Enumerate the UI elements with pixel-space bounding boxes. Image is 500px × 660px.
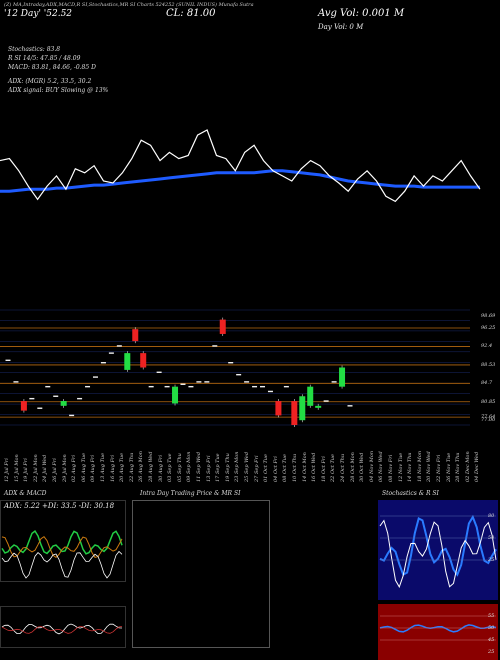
candle-flat xyxy=(116,345,122,347)
header-prev-value: '12 Day' '52.52 xyxy=(4,9,73,19)
intraday-panel-title: Intra Day Trading Price & MR SI xyxy=(140,490,241,497)
y-tick-label: 77.00 xyxy=(481,417,496,424)
candle-flat xyxy=(212,345,218,347)
candle-flat xyxy=(260,385,266,388)
candle-flat xyxy=(228,362,234,364)
minus-di-line xyxy=(1,536,123,559)
candle-flat xyxy=(188,385,194,388)
candle-flat xyxy=(283,385,289,388)
macd-readout: MACD: 83.81, 84.66, -0.85 D xyxy=(8,64,96,71)
candle-up xyxy=(307,386,314,406)
candle-flat xyxy=(108,352,114,354)
y-tick-label: 98.69 xyxy=(481,313,496,320)
stoch-tick-label: 80 xyxy=(488,513,495,519)
candle-flat xyxy=(37,407,43,409)
candle-down xyxy=(132,329,139,342)
rsi-panel xyxy=(378,604,498,660)
candle-flat xyxy=(267,390,273,393)
candle-flat xyxy=(45,385,51,388)
header-avg-volume: Avg Vol: 0.001 M xyxy=(318,8,405,19)
candle-flat xyxy=(180,383,186,385)
candle-flat xyxy=(252,385,258,388)
ma-series-line xyxy=(0,169,480,193)
rsi-tick-label: 50 xyxy=(488,625,495,631)
candle-flat xyxy=(29,397,35,400)
y-tick-label: 88.53 xyxy=(481,361,496,368)
candle-down xyxy=(140,353,147,368)
candle-flat xyxy=(77,397,83,400)
candle-flat xyxy=(331,381,337,383)
candle-flat xyxy=(323,400,329,402)
adx-line xyxy=(1,550,123,579)
candle-flat xyxy=(204,381,210,383)
rsi-tick-label: 55 xyxy=(488,613,495,619)
header-close-value: CL: 81.00 xyxy=(166,8,216,19)
adx-panel-readout: ADX: 5.22 +DI: 33.5 -DI: 30.18 xyxy=(4,502,115,510)
candle-flat xyxy=(69,414,75,417)
candle-flat xyxy=(236,373,242,376)
adx-panel-title: ADX & MACD xyxy=(4,490,47,497)
candle-up xyxy=(124,353,131,370)
candle-flat xyxy=(92,376,98,378)
intraday-mrsi-panel xyxy=(132,500,270,648)
adx-signal-readout: ADX signal: BUY Slowing @ 13% xyxy=(8,87,109,94)
candle-flat xyxy=(13,381,19,383)
adx-panel xyxy=(0,500,126,582)
candle-flat xyxy=(196,381,202,383)
y-tick-label: 84.7 xyxy=(481,380,493,387)
header-indicators-line: (Z) MA,Intraday,ADX,MACD,R SI,Stochastic… xyxy=(4,2,254,8)
macd-panel xyxy=(0,606,126,648)
stoch-panel-title: Stochastics & R SI xyxy=(382,490,439,497)
y-tick-label: 96.25 xyxy=(481,324,496,331)
candle-flat xyxy=(347,405,353,407)
price-series-line xyxy=(0,129,481,203)
candle-up xyxy=(315,405,322,408)
candle-down xyxy=(219,319,226,334)
stoch-tick-label: 25 xyxy=(488,557,495,563)
candle-up xyxy=(60,401,67,406)
stoch-k-line xyxy=(379,514,497,577)
candle-flat xyxy=(156,371,162,373)
stochastics-readout: Stochastics: 83.8 xyxy=(8,46,61,53)
y-tick-label: 92.4 xyxy=(481,343,493,350)
rsi-readout: R SI 14/5: 47.85 / 48.09 xyxy=(8,55,81,62)
macd-signal-line xyxy=(1,625,123,634)
rsi-tick-label: 45 xyxy=(488,637,495,643)
candle-up xyxy=(299,396,306,421)
candle-flat xyxy=(100,362,106,364)
candle-flat xyxy=(53,395,59,397)
candle-flat xyxy=(148,385,154,388)
y-tick-label: 77.64 xyxy=(481,414,496,421)
candle-up xyxy=(339,367,346,387)
y-tick-label: 80.85 xyxy=(481,398,496,405)
stoch-d-line xyxy=(379,519,497,589)
rsi-line xyxy=(379,624,497,633)
rsi-tick-label: 25 xyxy=(488,649,495,655)
candle-down xyxy=(275,401,282,416)
candle-up xyxy=(172,386,179,404)
header-day-volume: Day Vol: 0 M xyxy=(318,23,364,31)
adx-readout: ADX: (MGR) 5.2, 33.5, 30.2 xyxy=(8,78,92,85)
candle-flat xyxy=(164,385,170,388)
candle-down xyxy=(291,401,298,425)
candle-flat xyxy=(244,381,250,383)
stoch-tick-label: 50 xyxy=(488,535,495,541)
macd-line xyxy=(1,623,123,635)
candle-flat xyxy=(5,359,11,362)
candle-down xyxy=(20,401,27,411)
candle-flat xyxy=(85,385,91,388)
